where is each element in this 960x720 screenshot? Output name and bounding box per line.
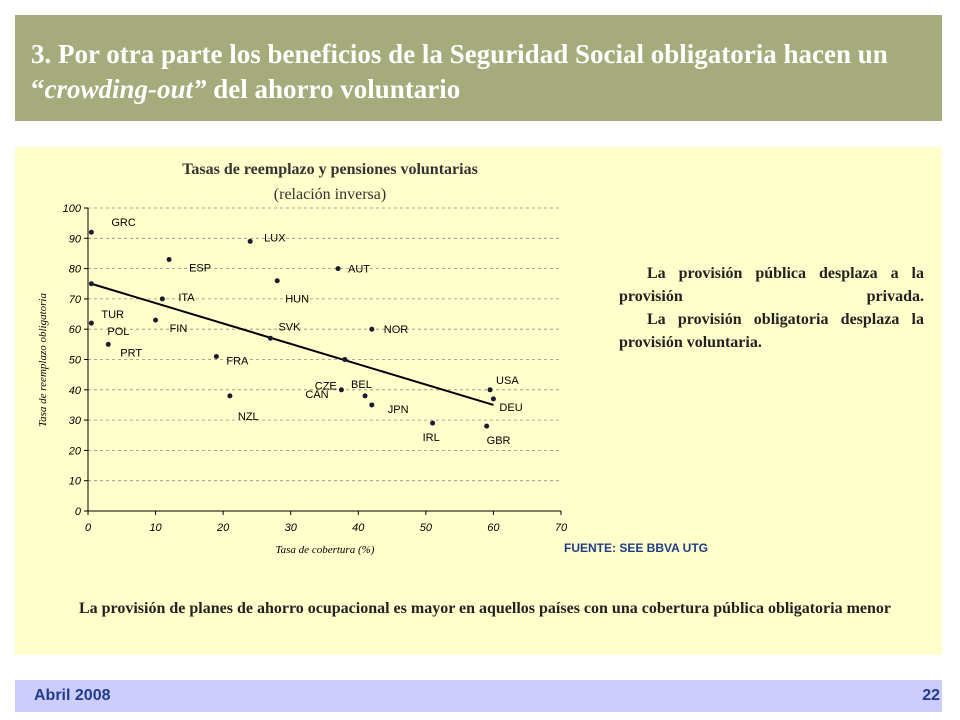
point-svk: [267, 335, 273, 341]
point-label-gbr: GBR: [487, 435, 511, 447]
y-tick-label: 30: [69, 415, 82, 427]
point-nor: [369, 326, 375, 332]
point-label-nor: NOR: [384, 324, 409, 336]
point-label-pol: POL: [107, 326, 129, 338]
point-label-can: CAN: [305, 389, 328, 401]
y-tick-label: 20: [68, 445, 82, 457]
slide-title-italic: crowding-out”: [44, 74, 207, 104]
point-label-svk: SVK: [278, 321, 301, 333]
x-tick-label: 30: [285, 522, 298, 534]
y-tick-label: 0: [75, 506, 82, 518]
x-tick-label: 50: [420, 522, 433, 534]
point-gbr: [484, 423, 490, 429]
point-label-aut: AUT: [348, 264, 370, 276]
side-text-2: La provisión obligatoria desplaza la pro…: [619, 311, 924, 351]
page-number: 22: [922, 687, 940, 704]
point-hun: [274, 278, 280, 284]
point-usa: [487, 387, 493, 393]
point-label-esp: ESP: [189, 263, 211, 275]
y-tick-label: 90: [69, 233, 82, 245]
point-label-hun: HUN: [285, 294, 309, 306]
point-label-grc: GRC: [111, 217, 136, 229]
point-label-prt: PRT: [120, 347, 142, 359]
point-ita: [159, 296, 165, 302]
point-fin: [153, 317, 159, 323]
footer-date: Abril 2008: [34, 687, 111, 704]
source-note: FUENTE: SEE BBVA UTG: [564, 541, 709, 555]
point-label-irl: IRL: [423, 432, 440, 444]
point-label-nzl: NZL: [238, 411, 259, 423]
y-tick-label: 60: [69, 324, 82, 336]
footer-bar: [15, 680, 942, 712]
slide-title-part2: del ahorro voluntario: [206, 74, 461, 104]
side-commentary: La provisión pública desplaza a la provi…: [619, 262, 924, 354]
y-tick-label: 50: [69, 355, 82, 367]
point-aut: [335, 266, 341, 272]
x-tick-label: 70: [555, 522, 568, 534]
x-tick-label: 60: [487, 522, 500, 534]
point-jpn: [369, 402, 375, 408]
trend-line: [91, 282, 494, 406]
point-grc: [88, 229, 94, 235]
point-irl: [430, 420, 436, 426]
point-pol: [88, 320, 94, 326]
chart-subtitle: (relación inversa): [273, 186, 387, 203]
slide-title-part1: 3. Por otra parte los beneficios de la S…: [31, 39, 888, 104]
side-text-1: La provisión pública desplaza a la provi…: [619, 265, 924, 305]
y-axis-title: Tasa de reemplazo obligatoria: [37, 293, 49, 427]
point-label-ita: ITA: [178, 292, 195, 304]
point-label-tur: TUR: [101, 309, 124, 321]
point-label-cze: CZE: [315, 381, 337, 393]
point-label-fra: FRA: [226, 355, 249, 367]
x-tick-label: 10: [149, 522, 162, 534]
point-fra: [213, 353, 219, 359]
y-tick-label: 80: [69, 264, 82, 276]
chart-title: Tasas de reemplazo y pensiones voluntari…: [182, 161, 478, 178]
x-tick-label: 20: [216, 522, 230, 534]
y-tick-label: 40: [69, 385, 82, 397]
point-prt: [105, 341, 111, 347]
point-bel: [362, 393, 368, 399]
point-label-usa: USA: [496, 375, 519, 387]
x-tick-label: 0: [85, 522, 92, 534]
point-label-bel: BEL: [351, 379, 372, 391]
point-deu: [490, 396, 496, 402]
point-label-deu: DEU: [499, 402, 522, 414]
slide-title: 3. Por otra parte los beneficios de la S…: [15, 15, 942, 121]
point-label-fin: FIN: [170, 323, 188, 335]
point-cze: [342, 357, 348, 362]
point-esp: [166, 257, 172, 263]
point-label-lux: LUX: [264, 232, 286, 244]
point-tur: [88, 281, 94, 287]
y-tick-label: 100: [63, 203, 82, 215]
point-label-jpn: JPN: [388, 404, 409, 416]
y-tick-label: 10: [69, 476, 82, 488]
point-can: [338, 387, 344, 393]
x-tick-label: 40: [352, 522, 365, 534]
point-nzl: [227, 393, 233, 399]
y-tick-label: 70: [69, 294, 82, 306]
point-lux: [247, 238, 253, 244]
bottom-conclusion: La provisión de planes de ahorro ocupaci…: [78, 600, 892, 617]
x-axis-title: Tasa de cobertura (%): [276, 544, 375, 556]
